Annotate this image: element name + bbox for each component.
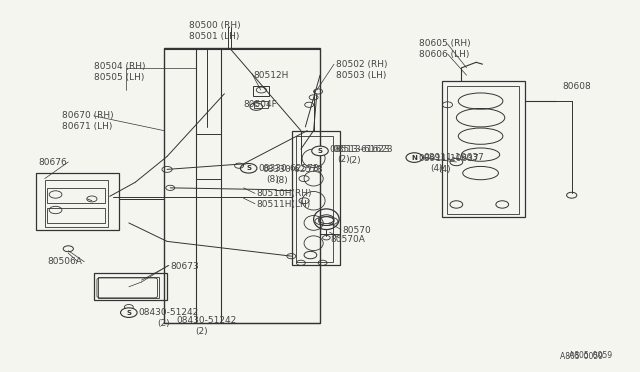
Bar: [442, 81, 525, 217]
Text: 08911-10637: 08911-10637: [424, 153, 484, 162]
Text: S: S: [126, 310, 131, 316]
Text: 80506A: 80506A: [47, 257, 82, 266]
Bar: [253, 86, 269, 96]
Text: (4): (4): [438, 165, 451, 174]
Bar: [94, 273, 167, 301]
Text: 08430-51242: 08430-51242: [138, 308, 198, 317]
Bar: [47, 188, 104, 203]
Text: (8): (8): [266, 175, 278, 184]
Text: 80673: 80673: [170, 262, 199, 271]
Text: 80670 (RH): 80670 (RH): [62, 111, 113, 121]
Circle shape: [120, 308, 137, 317]
Text: 80501 (LH): 80501 (LH): [189, 32, 240, 41]
Text: 08513-61623: 08513-61623: [333, 145, 394, 154]
Text: S: S: [246, 165, 251, 171]
Text: 80511H(LH): 80511H(LH): [256, 200, 310, 209]
Bar: [447, 86, 519, 214]
Text: 80570A: 80570A: [331, 235, 365, 244]
Circle shape: [406, 153, 422, 162]
Text: S: S: [317, 148, 323, 154]
Bar: [47, 208, 104, 223]
Text: 80608: 80608: [562, 82, 591, 91]
Bar: [99, 277, 159, 298]
Circle shape: [241, 163, 257, 173]
Bar: [36, 173, 119, 230]
Text: (4): (4): [430, 164, 443, 173]
Text: 80505 (LH): 80505 (LH): [94, 73, 144, 81]
Text: 08430-51242: 08430-51242: [177, 316, 237, 325]
Bar: [164, 48, 320, 323]
Text: 80676: 80676: [38, 157, 67, 167]
Text: 80504 (RH): 80504 (RH): [94, 61, 145, 71]
Text: 80504F: 80504F: [244, 100, 277, 109]
Text: (8): (8): [275, 176, 288, 185]
Text: 80500 (RH): 80500 (RH): [189, 21, 241, 30]
Text: (2): (2): [196, 327, 209, 336]
Circle shape: [566, 192, 577, 198]
Text: N: N: [412, 155, 417, 161]
Text: 80503 (LH): 80503 (LH): [336, 71, 387, 80]
Text: 08513-61623: 08513-61623: [330, 145, 390, 154]
Text: 80605 (RH): 80605 (RH): [419, 39, 470, 48]
Text: A805 0059: A805 0059: [561, 352, 604, 361]
Circle shape: [312, 146, 328, 156]
Text: 08911-10637: 08911-10637: [419, 154, 479, 163]
Bar: [253, 101, 268, 109]
Bar: [292, 131, 340, 265]
Bar: [196, 134, 221, 179]
Text: 80502 (RH): 80502 (RH): [336, 60, 387, 69]
Text: 08330-62578: 08330-62578: [262, 165, 323, 174]
Text: 80606 (LH): 80606 (LH): [419, 51, 469, 60]
Text: 80570: 80570: [342, 226, 371, 235]
Text: 80510H(RH): 80510H(RH): [256, 189, 312, 198]
Text: (2): (2): [337, 155, 350, 164]
Text: (2): (2): [157, 319, 170, 328]
Text: 80671 (LH): 80671 (LH): [62, 122, 112, 131]
Bar: [45, 180, 108, 227]
Text: 80512H: 80512H: [253, 71, 289, 80]
Circle shape: [256, 87, 266, 93]
Text: 08330-62578: 08330-62578: [258, 164, 319, 173]
Bar: [296, 136, 333, 262]
Text: (2): (2): [349, 155, 362, 165]
Text: A805 0059: A805 0059: [569, 351, 612, 360]
